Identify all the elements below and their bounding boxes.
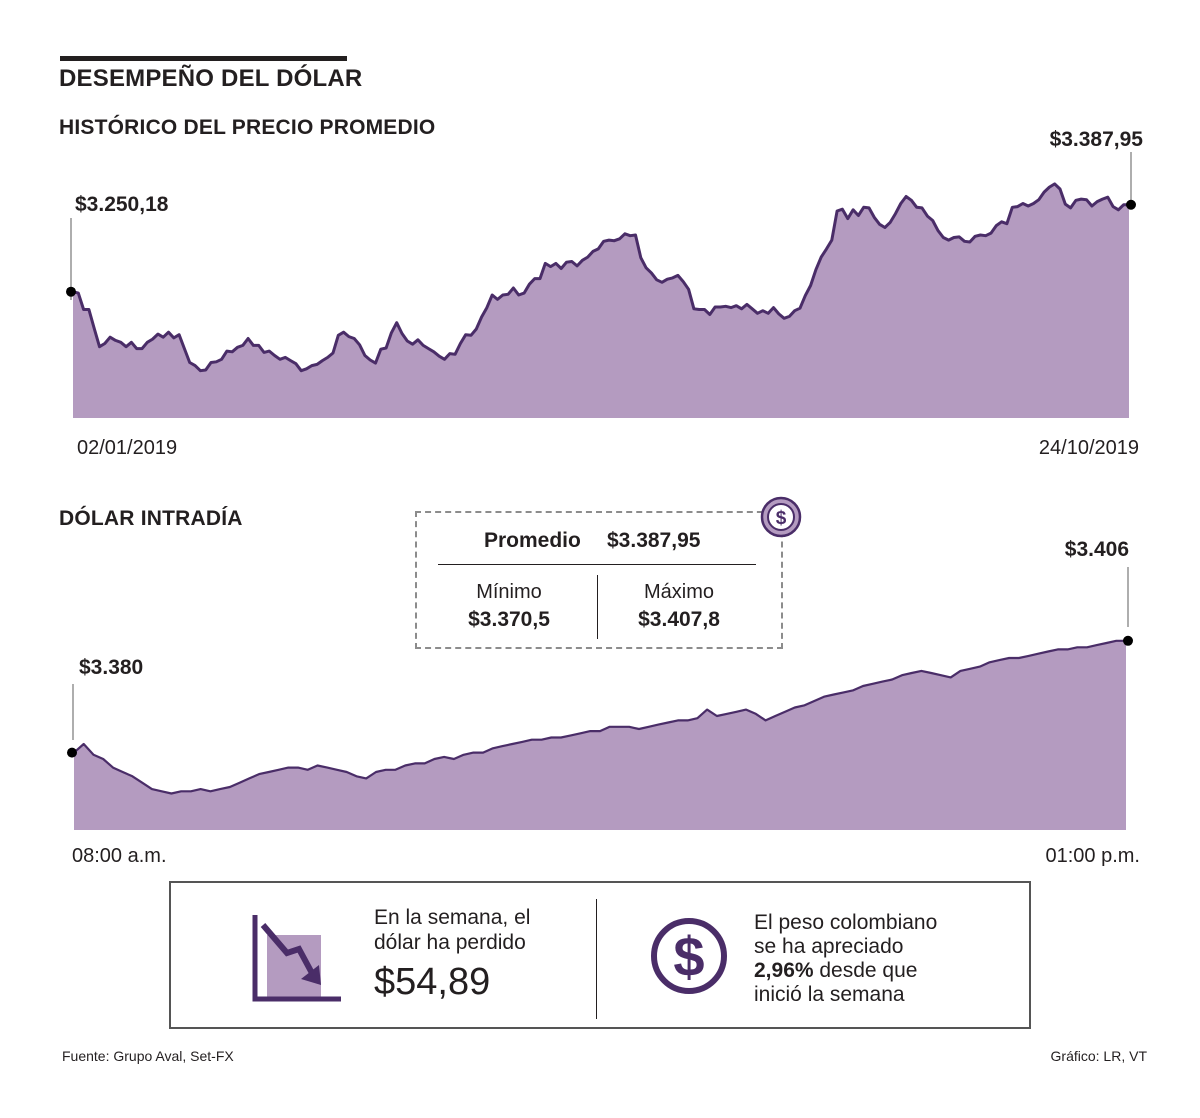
- historic-end-value: $3.387,95: [1050, 128, 1144, 151]
- title-bar: [60, 56, 347, 61]
- intraday-line: [73, 639, 1126, 795]
- info-divider: [596, 899, 597, 1019]
- appreciation-percent: 2,96%: [754, 959, 814, 982]
- minimum-label: Mínimo: [476, 581, 542, 603]
- stats-divider-vertical: [597, 575, 598, 639]
- intraday-chart-title: DÓLAR INTRADÍA: [59, 507, 243, 530]
- trend-down-icon: [252, 915, 341, 1002]
- maximum-label: Máximo: [643, 581, 714, 603]
- svg-text:$: $: [776, 508, 787, 529]
- weekly-loss-line2: dólar ha perdido: [374, 931, 526, 954]
- historic-start-point: [66, 286, 76, 297]
- source-note: Fuente: Grupo Aval, Set-FX: [62, 1048, 234, 1064]
- appreciation-line3: 2,96% desde que: [754, 959, 1014, 983]
- average-value: $3.387,95: [607, 529, 701, 552]
- appreciation-line4: inició la semana: [754, 983, 905, 1006]
- dollar-circle-icon: $: [651, 918, 727, 994]
- weekly-loss-text: En la semana, el dólar ha perdido: [374, 905, 574, 955]
- info-box: En la semana, el dólar ha perdido $54,89…: [169, 881, 1031, 1029]
- weekly-loss-line1: En la semana, el: [374, 906, 531, 929]
- credit-note: Gráfico: LR, VT: [1050, 1048, 1147, 1064]
- appreciation-line1: El peso colombiano: [754, 911, 938, 934]
- stats-divider-horizontal: [438, 564, 756, 565]
- intraday-start-point: [67, 747, 77, 758]
- average-label: Promedio: [484, 529, 581, 552]
- historic-start-value: $3.250,18: [75, 193, 169, 216]
- page-title: DESEMPEÑO DEL DÓLAR: [59, 65, 363, 92]
- intraday-start-value: $3.380: [79, 656, 143, 679]
- historic-price-chart: $3.250,18 $3.387,95 02/01/2019 24/10/201…: [66, 128, 1144, 459]
- appreciation-line3-rest: desde que: [813, 959, 918, 982]
- intraday-end-value: $3.406: [1065, 538, 1129, 561]
- maximum-value: $3.407,8: [638, 608, 720, 631]
- historic-line: [72, 182, 1130, 373]
- historic-area: [73, 183, 1129, 418]
- appreciation-text: El peso colombiano se ha apreciado 2,96%…: [754, 911, 1014, 1007]
- historic-x-start-label: 02/01/2019: [77, 437, 177, 459]
- stats-box: Promedio $3.387,95 Mínimo $3.370,5 Máxim…: [415, 511, 783, 649]
- weekly-loss-value: $54,89: [374, 961, 491, 1003]
- historic-end-point: [1126, 199, 1136, 210]
- intraday-chart: $3.380 $3.406 08:00 a.m. 01:00 p.m.: [67, 538, 1140, 867]
- intraday-x-end-label: 01:00 p.m.: [1045, 845, 1140, 867]
- appreciation-line2: se ha apreciado: [754, 935, 904, 958]
- intraday-x-start-label: 08:00 a.m.: [72, 845, 167, 867]
- svg-text:$: $: [673, 925, 704, 988]
- historic-x-end-label: 24/10/2019: [1039, 437, 1139, 459]
- dollar-coin-icon: $: [760, 496, 802, 538]
- intraday-area: [74, 640, 1126, 830]
- historic-chart-title: HISTÓRICO DEL PRECIO PROMEDIO: [59, 116, 436, 139]
- minimum-value: $3.370,5: [468, 608, 550, 631]
- intraday-end-point: [1123, 635, 1133, 646]
